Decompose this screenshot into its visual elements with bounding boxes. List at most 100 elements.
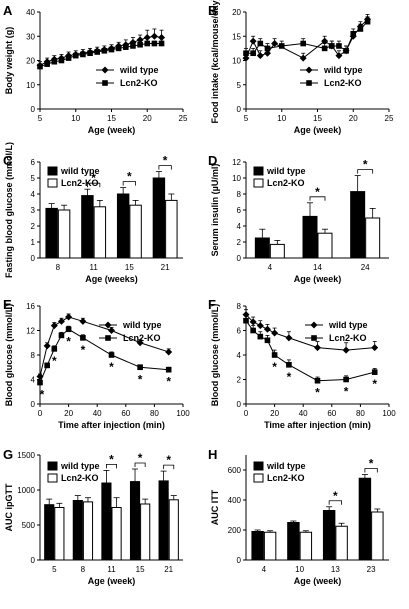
y-tick-label: 10 bbox=[232, 174, 241, 183]
panel-e: E 0 4 8 12 16 Blood glucose (mmol/L) Time after… bbox=[3, 297, 190, 430]
significance-star: * bbox=[315, 185, 320, 199]
data-point bbox=[350, 31, 357, 37]
legend-label: Lcn2-KO bbox=[61, 178, 99, 188]
series-lcn2-ko bbox=[243, 315, 378, 384]
panel-label: G bbox=[3, 447, 13, 462]
y-tick-label: 0 bbox=[31, 254, 36, 263]
y-tick-label: 1500 bbox=[17, 451, 35, 460]
panel-label: F bbox=[208, 297, 216, 312]
data-point bbox=[72, 52, 79, 59]
data-point bbox=[257, 333, 264, 340]
bar-lcn2-ko bbox=[54, 507, 65, 561]
legend: wild type Lcn2-KO bbox=[253, 166, 306, 188]
data-point bbox=[357, 26, 364, 32]
y-tick-label: 0 bbox=[237, 105, 242, 114]
bar-wild-type bbox=[81, 195, 94, 259]
significance-bracket bbox=[158, 165, 172, 170]
bar-wild-type bbox=[251, 531, 264, 561]
y-tick-label: 6 bbox=[237, 206, 242, 215]
y-tick-label: 0 bbox=[31, 400, 36, 409]
x-axis-label: Age (week) bbox=[88, 576, 136, 586]
x-axis-label: Age (week) bbox=[294, 274, 342, 284]
data-point bbox=[143, 33, 151, 41]
bar-wild-type bbox=[287, 522, 300, 561]
data-point bbox=[94, 49, 100, 55]
data-point bbox=[371, 344, 379, 352]
series-line bbox=[39, 43, 162, 68]
bar-wild-type bbox=[350, 191, 366, 259]
bar-lcn2-ko bbox=[317, 232, 333, 259]
legend-marker bbox=[310, 321, 318, 329]
panel-label: E bbox=[3, 297, 12, 312]
data-point bbox=[300, 40, 306, 47]
data-point bbox=[158, 33, 166, 41]
data-point bbox=[65, 313, 73, 321]
bar-lcn2-ko bbox=[129, 204, 142, 259]
bar-lcn2-ko bbox=[93, 206, 107, 259]
y-tick-label: 8 bbox=[237, 302, 242, 311]
panel-label: D bbox=[208, 153, 217, 168]
significance-star: * bbox=[369, 457, 374, 471]
x-tick-label: 5 bbox=[52, 565, 57, 574]
x-axis-label: Time after injection (min) bbox=[58, 420, 165, 430]
data-point bbox=[44, 362, 50, 369]
legend: wild type Lcn2-KO bbox=[253, 461, 306, 483]
significance-bracket bbox=[364, 468, 378, 473]
bar-lcn2-ko bbox=[111, 507, 122, 561]
y-tick-label: 30 bbox=[26, 32, 35, 41]
x-tick-label: 15 bbox=[136, 565, 145, 574]
y-axis-label: Blood glucose (mmol/L) bbox=[210, 304, 220, 407]
data-point bbox=[151, 40, 158, 47]
data-point bbox=[264, 337, 271, 344]
data-point bbox=[257, 40, 264, 47]
legend-label: wild type bbox=[323, 65, 363, 75]
legend-label: Lcn2-KO bbox=[267, 473, 305, 483]
legend-label: Lcn2-KO bbox=[61, 473, 99, 483]
legend-swatch bbox=[253, 178, 264, 188]
x-tick-label: 60 bbox=[121, 409, 130, 418]
data-point bbox=[58, 332, 65, 339]
y-tick-label: 6 bbox=[31, 158, 36, 167]
data-point bbox=[123, 44, 129, 50]
data-point bbox=[165, 366, 172, 373]
data-point bbox=[336, 43, 342, 49]
significance-star: * bbox=[109, 360, 114, 374]
data-point bbox=[150, 32, 158, 40]
bar-wild-type bbox=[358, 477, 372, 561]
y-tick-label: 4 bbox=[31, 376, 36, 385]
bar-wild-type bbox=[254, 237, 270, 259]
series-lcn2-ko bbox=[243, 16, 371, 57]
panel-label: A bbox=[3, 3, 13, 18]
legend: wild type Lcn2-KO bbox=[47, 166, 100, 188]
data-point bbox=[286, 362, 292, 368]
y-tick-label: 8 bbox=[31, 351, 36, 360]
data-point bbox=[144, 40, 151, 47]
data-point bbox=[58, 57, 65, 64]
series-wild-type bbox=[36, 313, 173, 380]
data-point bbox=[249, 318, 257, 326]
y-tick-label: 4 bbox=[237, 351, 242, 360]
legend-label: Lcn2-KO bbox=[123, 333, 161, 343]
significance-star: * bbox=[91, 171, 96, 185]
x-axis-label: Age (week) bbox=[88, 125, 136, 135]
significance-bracket bbox=[357, 169, 374, 174]
y-tick-label: 15 bbox=[232, 32, 241, 41]
data-point bbox=[108, 352, 115, 358]
data-point bbox=[137, 364, 143, 371]
data-point bbox=[342, 346, 350, 354]
x-tick-label: 4 bbox=[268, 263, 273, 272]
data-point bbox=[101, 48, 108, 54]
data-point bbox=[343, 376, 349, 383]
y-tick-label: 500 bbox=[22, 521, 36, 530]
bar-wild-type bbox=[302, 215, 318, 259]
data-point bbox=[130, 43, 136, 49]
x-tick-label: 5 bbox=[38, 114, 43, 123]
y-tick-label: 2 bbox=[31, 222, 36, 231]
legend: wild type Lcn2-KO bbox=[300, 65, 363, 88]
x-tick-label: 25 bbox=[179, 114, 188, 123]
x-tick-label: 8 bbox=[81, 565, 86, 574]
legend-marker bbox=[306, 80, 312, 86]
x-tick-label: 24 bbox=[361, 263, 370, 272]
data-point bbox=[80, 335, 86, 341]
bar-wild-type bbox=[158, 480, 169, 561]
